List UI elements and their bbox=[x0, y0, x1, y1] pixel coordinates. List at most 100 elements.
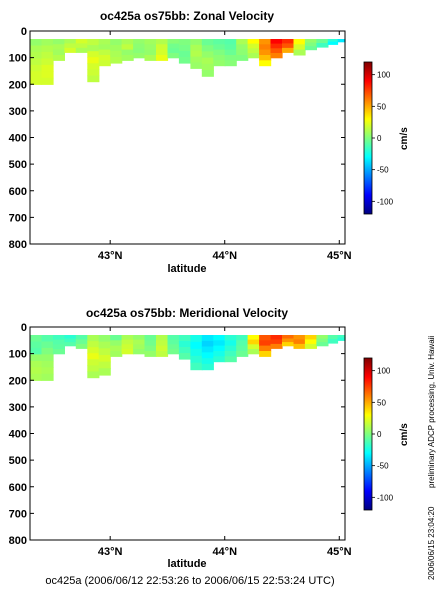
meridional-velocity-cell bbox=[270, 343, 283, 349]
zonal-velocity-cell bbox=[293, 39, 306, 45]
meridional-velocity-cell bbox=[213, 340, 226, 347]
meridional-velocity-cell bbox=[41, 347, 54, 355]
zonal-velocity-cell bbox=[144, 44, 157, 51]
meridional-x-tick-label: 43°N bbox=[98, 546, 123, 558]
meridional-velocity-cell bbox=[304, 343, 317, 349]
meridional-velocity-cell bbox=[259, 345, 272, 352]
meridional-velocity-cell bbox=[316, 335, 329, 340]
zonal-velocity-cell bbox=[224, 49, 237, 56]
zonal-velocity-cell bbox=[144, 49, 157, 56]
meridional-velocity-cell bbox=[98, 348, 111, 356]
zonal-velocity-cell bbox=[190, 56, 203, 64]
meridional-y-tick-label: 0 bbox=[21, 322, 27, 334]
zonal-velocity-cell bbox=[156, 49, 169, 56]
zonal-velocity-cell bbox=[224, 44, 237, 51]
meridional-colorbar-scale bbox=[363, 357, 373, 511]
zonal-velocity-cell bbox=[213, 49, 226, 56]
meridional-velocity-cell bbox=[64, 342, 77, 347]
meridional-velocity-cell bbox=[213, 351, 226, 357]
meridional-velocity-cell bbox=[156, 340, 169, 347]
meridional-velocity-cell bbox=[98, 368, 111, 376]
zonal-velocity-cell bbox=[98, 60, 111, 67]
zonal-y-tick-label: 0 bbox=[21, 26, 27, 38]
zonal-velocity-cell bbox=[121, 39, 134, 45]
zonal-velocity-cell bbox=[304, 46, 317, 51]
meridional-velocity-cell bbox=[190, 362, 203, 371]
meridional-colorbar-tick-label: -100 bbox=[377, 493, 394, 502]
zonal-velocity-cell bbox=[190, 44, 203, 52]
zonal-velocity-cell bbox=[133, 48, 146, 54]
meridional-velocity-cell bbox=[64, 338, 77, 343]
meridional-velocity-cell bbox=[282, 335, 295, 340]
zonal-velocity-cell bbox=[75, 47, 88, 53]
meridional-x-axis-label: latitude bbox=[167, 558, 206, 570]
meridional-velocity-cell bbox=[213, 335, 226, 341]
meridional-velocity-cell bbox=[156, 345, 169, 352]
meridional-velocity-cell bbox=[316, 342, 329, 347]
zonal-y-tick-label: 500 bbox=[9, 159, 27, 171]
meridional-velocity-cell bbox=[30, 360, 43, 368]
meridional-velocity-cell bbox=[133, 335, 146, 341]
zonal-velocity-cell bbox=[64, 39, 77, 44]
zonal-velocity-cell bbox=[178, 57, 191, 64]
meridional-velocity-cell bbox=[201, 358, 214, 365]
meridional-velocity-cell bbox=[121, 349, 134, 355]
zonal-y-tick-label: 400 bbox=[9, 133, 27, 145]
meridional-velocity-cell bbox=[282, 342, 295, 347]
zonal-velocity-cell bbox=[213, 39, 226, 45]
zonal-velocity-cell bbox=[178, 45, 191, 52]
zonal-velocity-cell bbox=[259, 60, 272, 67]
zonal-velocity-cell bbox=[30, 45, 43, 53]
meridional-velocity-cell bbox=[75, 335, 88, 340]
zonal-velocity-cell bbox=[327, 41, 339, 45]
meridional-velocity-cell bbox=[110, 340, 123, 347]
meridional-velocity-cell bbox=[327, 339, 339, 344]
meridional-velocity-cell bbox=[167, 339, 180, 345]
zonal-velocity-cell bbox=[236, 49, 249, 56]
meridional-velocity-cell bbox=[259, 335, 272, 341]
meridional-velocity-cell bbox=[190, 341, 203, 350]
zonal-velocity-cell bbox=[282, 43, 295, 49]
meridional-velocity-cell bbox=[121, 335, 134, 341]
zonal-velocity-cell bbox=[337, 39, 346, 43]
zonal-velocity-cell bbox=[156, 55, 169, 61]
meridional-velocity-cell bbox=[87, 353, 100, 360]
meridional-velocity-cell bbox=[98, 341, 111, 349]
zonal-velocity-cell bbox=[41, 45, 54, 53]
meridional-velocity-cell bbox=[144, 340, 157, 347]
meridional-velocity-cell bbox=[110, 351, 123, 357]
meridional-velocity-cell bbox=[64, 335, 77, 340]
meridional-velocity-cell bbox=[52, 339, 65, 345]
meridional-velocity-cell bbox=[30, 335, 43, 343]
zonal-velocity-cell bbox=[282, 39, 295, 44]
meridional-velocity-cell bbox=[110, 335, 123, 341]
meridional-velocity-cell bbox=[30, 367, 43, 375]
footer-time-range: oc425a (2006/06/12 22:53:26 to 2006/06/1… bbox=[45, 575, 334, 587]
zonal-x-tick-label: 44°N bbox=[212, 250, 237, 262]
meridional-velocity-cell bbox=[133, 349, 146, 355]
meridional-velocity-cell bbox=[87, 371, 100, 379]
meridional-velocity-cell bbox=[190, 335, 203, 343]
zonal-velocity-cell bbox=[41, 64, 54, 72]
meridional-velocity-cell bbox=[87, 365, 100, 373]
meridional-velocity-cell bbox=[201, 346, 214, 353]
meridional-x-tick-label: 45°N bbox=[327, 546, 352, 558]
zonal-velocity-cell bbox=[64, 43, 77, 49]
meridional-colorbar: 100 50 0 -50 -100 cm/s bbox=[363, 357, 410, 511]
meridional-chart-title: oc425a os75bb: Meridional Velocity bbox=[86, 306, 288, 320]
meridional-x-tick-label: 44°N bbox=[212, 546, 237, 558]
zonal-velocity-cell bbox=[190, 39, 203, 46]
zonal-colorbar-tick-label: 50 bbox=[377, 102, 386, 111]
meridional-velocity-cell bbox=[201, 335, 214, 342]
zonal-velocity-cell bbox=[167, 48, 180, 54]
meridional-velocity-cell bbox=[52, 344, 65, 350]
zonal-velocity-cell bbox=[52, 49, 65, 56]
zonal-velocity-cell bbox=[133, 53, 146, 59]
meridional-velocity-cell bbox=[178, 353, 191, 360]
meridional-velocity-cell bbox=[41, 341, 54, 349]
meridional-velocity-cell bbox=[98, 361, 111, 369]
meridional-velocity-cell bbox=[144, 351, 157, 357]
meridional-velocity-cell bbox=[133, 339, 146, 345]
zonal-velocity-cell bbox=[247, 48, 260, 54]
zonal-velocity-cell bbox=[224, 55, 237, 61]
